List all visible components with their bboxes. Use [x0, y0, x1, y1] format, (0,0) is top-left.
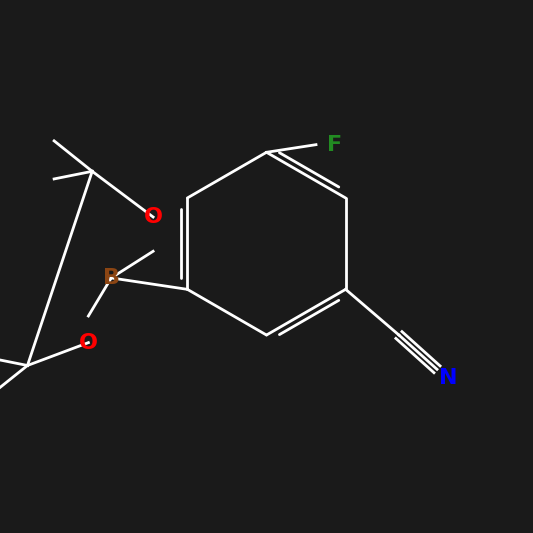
Text: F: F	[327, 135, 343, 155]
Text: O: O	[79, 333, 98, 353]
Text: B: B	[103, 268, 120, 288]
Text: N: N	[439, 368, 458, 389]
Text: O: O	[143, 207, 163, 227]
